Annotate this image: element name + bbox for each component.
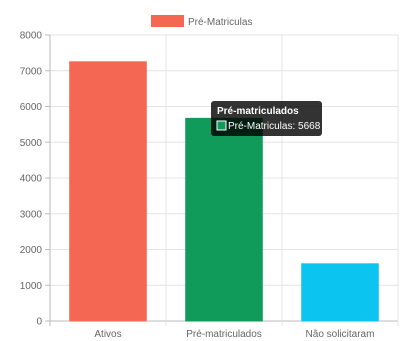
bar[interactable] [69,61,147,322]
y-tick-label: 3000 [20,209,43,220]
tooltip: Pré-matriculados Pré-Matriculas: 5668 [211,101,322,136]
tooltip-title: Pré-matriculados [217,106,299,117]
y-tick-label: 0 [36,317,42,328]
x-tick-label: Pré-matriculados [186,329,262,340]
y-tick-label: 7000 [20,66,43,77]
x-tick-label: Não solicitaram [306,329,375,340]
axes: 0 1000 2000 3000 4000 5000 6000 7000 8000 Ativos P… [20,31,375,341]
bar[interactable] [185,117,263,322]
y-tick-label: 4000 [20,174,43,185]
y-tick-label: 1000 [20,281,43,292]
legend[interactable]: Pré-Matriculas [151,15,252,28]
tooltip-background [211,101,322,136]
tooltip-swatch [216,120,227,131]
x-tick-label: Ativos [94,329,121,340]
legend-swatch [151,15,184,27]
legend-label: Pré-Matriculas [188,17,252,28]
y-tick-label: 5000 [20,138,43,149]
bar[interactable] [301,263,379,322]
y-tick-label: 8000 [20,31,43,42]
y-tick-label: 2000 [20,245,43,256]
bars [69,61,379,322]
tooltip-label: Pré-Matriculas: 5668 [228,121,321,132]
y-tick-label: 6000 [20,102,43,113]
